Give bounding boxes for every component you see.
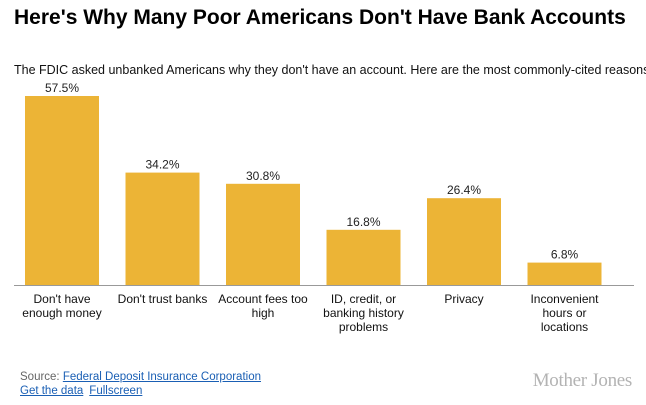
bar-value-label: 57.5%: [45, 81, 79, 95]
bar[interactable]: [125, 172, 200, 285]
category-label: Privacy: [444, 292, 484, 306]
mother-jones-logo: Mother Jones: [532, 370, 633, 391]
bar-value-label: 34.2%: [145, 158, 179, 172]
category-label: ID, credit, or banking history problems: [323, 292, 404, 334]
category-label: Account fees too high: [218, 292, 308, 320]
bar-value-label: 16.8%: [346, 215, 380, 229]
chart-title: Here's Why Many Poor Americans Don't Hav…: [14, 6, 626, 29]
category-label: Inconvenient hours or locations: [530, 292, 599, 334]
source-link[interactable]: Federal Deposit Insurance Corporation: [62, 371, 261, 383]
category-label: Don't have enough money: [22, 292, 102, 320]
bar[interactable]: [326, 229, 401, 285]
get-the-data-link[interactable]: Get the data: [20, 385, 84, 397]
bar[interactable]: [427, 198, 501, 285]
chart-subtitle: The FDIC asked unbanked Americans why th…: [14, 63, 646, 77]
footer-links: Get the data Fullscreen: [20, 384, 142, 398]
bar[interactable]: [527, 262, 602, 285]
bar-value-label: 26.4%: [447, 183, 481, 197]
bar[interactable]: [25, 96, 99, 285]
bar[interactable]: [226, 183, 300, 285]
bar-value-label: 30.8%: [246, 169, 280, 183]
source-line: Source: Federal Deposit Insurance Corpor…: [20, 370, 261, 384]
category-label: Don't trust banks: [117, 292, 208, 306]
source-prefix: Source:: [20, 371, 63, 383]
bar-value-label: 6.8%: [551, 248, 579, 262]
fullscreen-link[interactable]: Fullscreen: [89, 385, 143, 397]
